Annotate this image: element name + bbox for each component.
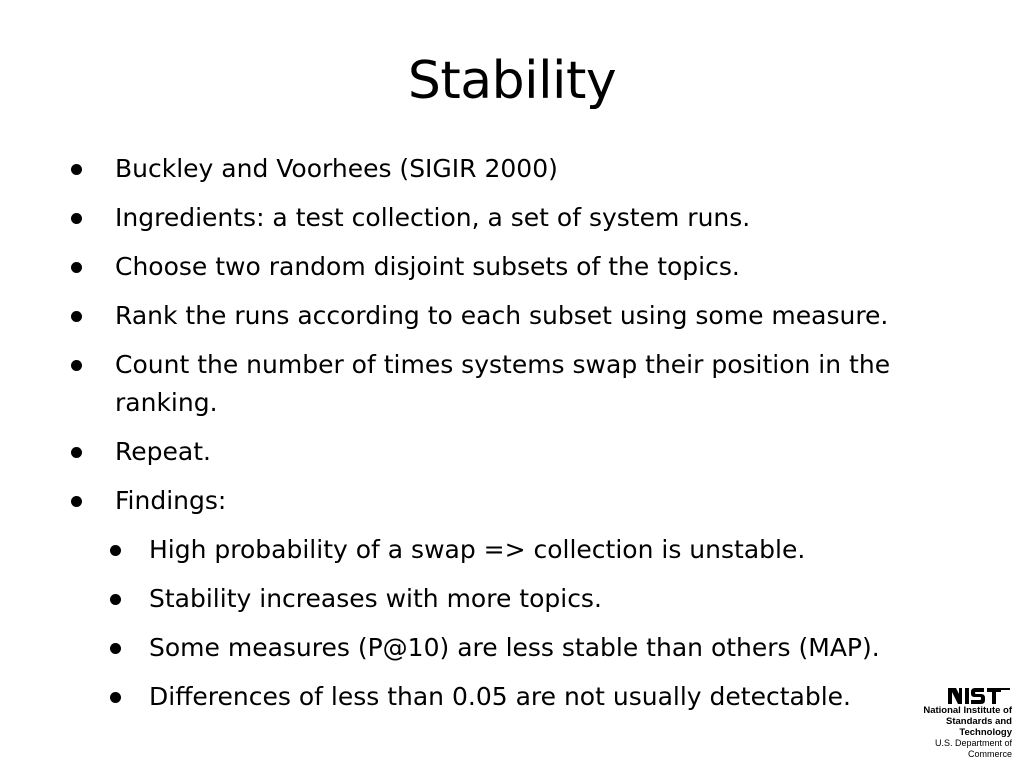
logo-line-institute: National Institute of: [923, 705, 1012, 716]
bullet-dot-icon: [71, 496, 82, 507]
sub-bullet-item: Stability increases with more topics.: [0, 580, 1024, 618]
bullet-text: Repeat.: [115, 437, 211, 466]
bullet-item: Choose two random disjoint subsets of th…: [0, 248, 1024, 286]
bullet-text: Rank the runs according to each subset u…: [115, 301, 889, 330]
logo-line-department: U.S. Department of Commerce: [934, 738, 1012, 759]
slide-title: Stability: [407, 51, 617, 111]
bullet-item: Rank the runs according to each subset u…: [0, 297, 1024, 335]
bullet-text: Some measures (P@10) are less stable tha…: [149, 633, 880, 662]
bullet-dot-icon: [71, 447, 82, 458]
bullet-dot-icon: [110, 545, 121, 556]
bullet-text: High probability of a swap => collection…: [149, 535, 806, 564]
bullet-text: Count the number of times systems swap t…: [115, 350, 891, 417]
logo-line-standards: Standards and Technology: [946, 716, 1012, 738]
nist-logo: National Institute of Standards and Tech…: [892, 687, 1012, 760]
bullet-item: Buckley and Voorhees (SIGIR 2000): [0, 150, 1024, 188]
bullet-text: Choose two random disjoint subsets of th…: [115, 252, 740, 281]
bullet-dot-icon: [110, 643, 121, 654]
sub-bullet-item: Differences of less than 0.05 are not us…: [0, 678, 1024, 716]
bullet-item: Count the number of times systems swap t…: [0, 346, 1024, 422]
bullet-dot-icon: [71, 262, 82, 273]
nist-wordmark-icon: [948, 688, 1010, 704]
bullet-dot-icon: [71, 164, 82, 175]
bullet-dot-icon: [71, 311, 82, 322]
bullet-dot-icon: [110, 594, 121, 605]
bullet-dot-icon: [71, 213, 82, 224]
bullet-list: Buckley and Voorhees (SIGIR 2000) Ingred…: [0, 150, 1024, 727]
bullet-item: Repeat.: [0, 433, 1024, 471]
bullet-text: Findings:: [115, 486, 227, 515]
bullet-text: Buckley and Voorhees (SIGIR 2000): [115, 154, 558, 183]
bullet-text: Differences of less than 0.05 are not us…: [149, 682, 851, 711]
bullet-item: Ingredients: a test collection, a set of…: [0, 199, 1024, 237]
bullet-text: Ingredients: a test collection, a set of…: [115, 203, 751, 232]
bullet-item: Findings:: [0, 482, 1024, 520]
bullet-dot-icon: [71, 360, 82, 371]
sub-bullet-item: Some measures (P@10) are less stable tha…: [0, 629, 1024, 667]
bullet-dot-icon: [110, 692, 121, 703]
sub-bullet-item: High probability of a swap => collection…: [0, 531, 1024, 569]
bullet-text: Stability increases with more topics.: [149, 584, 602, 613]
